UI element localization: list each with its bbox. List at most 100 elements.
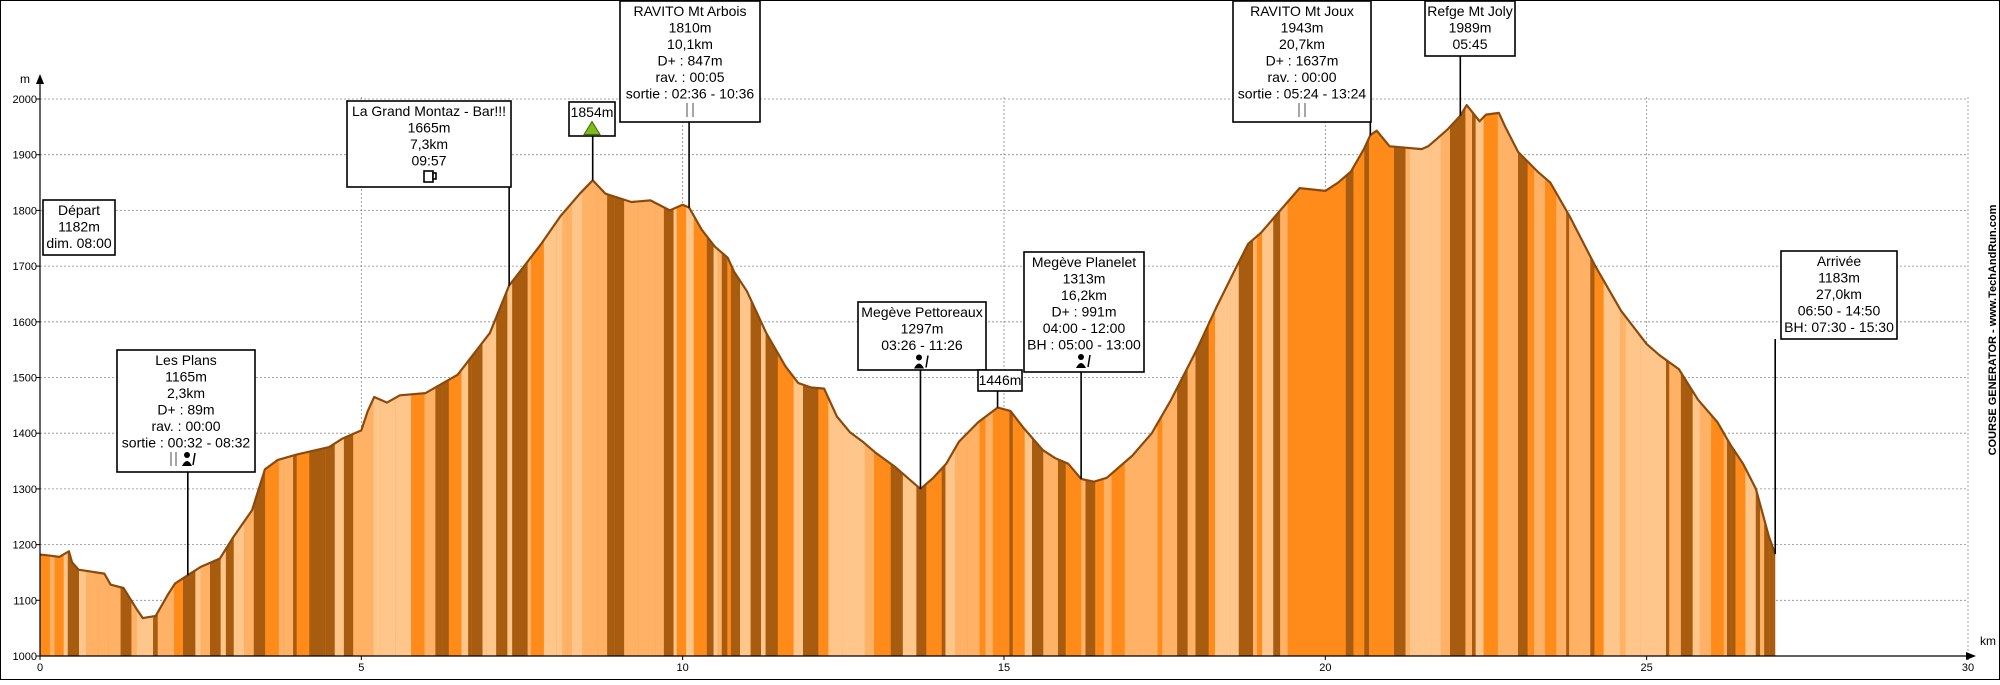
y-tick-label: 1800 — [13, 205, 37, 217]
profile-stripe — [1345, 105, 1354, 656]
waypoint-text: 2,3km — [167, 385, 205, 401]
x-tick-label: 20 — [1319, 662, 1331, 674]
profile-stripe — [1253, 105, 1258, 656]
summit-icon — [583, 120, 601, 135]
waypoint-text: 09:57 — [411, 153, 446, 169]
profile-stripe — [496, 105, 508, 656]
waypoint-text: 1313m — [1063, 271, 1106, 287]
profile-outline — [39, 104, 1777, 620]
waypoint-text: 1183m — [1818, 270, 1860, 286]
waypoint-summit-1854: 1854m — [568, 101, 616, 181]
profile-stripe — [1556, 105, 1567, 656]
x-tick-label: 30 — [1962, 662, 1974, 674]
waypoint-text: Départ — [58, 202, 100, 218]
waypoint-text: 1943m — [1281, 20, 1324, 36]
y-tick-label: 1300 — [13, 484, 37, 496]
profile-stripe — [1273, 105, 1281, 656]
profile-stripe — [1303, 105, 1318, 656]
y-tick-label: 1900 — [13, 150, 37, 162]
profile-stripe — [1187, 105, 1196, 656]
profile-stripe — [1364, 105, 1369, 656]
y-axis-label: m — [20, 72, 30, 86]
waypoint-text: 06:50 - 14:50 — [1798, 303, 1881, 319]
timing-body-icon — [182, 461, 192, 466]
profile-stripe — [740, 105, 751, 656]
profile-stripe — [482, 105, 487, 656]
profile-stripe — [1230, 105, 1239, 656]
waypoint-text: D+ : 991m — [1052, 304, 1117, 320]
profile-stripe — [638, 105, 644, 656]
profile-stripe — [571, 105, 583, 656]
waypoint-text: 04:00 - 12:00 — [1043, 320, 1126, 336]
waypoint-box — [857, 301, 987, 371]
profile-stripe — [1655, 105, 1666, 656]
waypoint-box — [1780, 250, 1898, 340]
profile-stripe — [527, 105, 531, 656]
waypoint-text: 1297m — [901, 321, 944, 337]
waypoint-text: BH : 05:00 - 13:00 — [1027, 337, 1141, 353]
profile-stripe — [727, 105, 731, 656]
waypoint-box — [1232, 0, 1372, 123]
waypoint-text: Megève Pettoreaux — [861, 304, 982, 320]
profile-stripe — [486, 105, 497, 656]
x-tick-label: 5 — [358, 662, 364, 674]
timing-flag-icon — [925, 355, 929, 368]
profile-stripe — [1287, 105, 1304, 656]
x-tick-label: 25 — [1641, 662, 1653, 674]
profile-stripe — [663, 105, 674, 656]
waypoint-text: 27,0km — [1816, 286, 1862, 302]
profile-stripe — [1545, 105, 1557, 656]
profile-stripe — [1566, 105, 1570, 656]
timing-body-icon — [914, 363, 924, 369]
profile-stripe — [582, 105, 598, 656]
profile-stripe — [693, 105, 707, 656]
profile-stripe — [556, 105, 563, 656]
y-tick-label: 1600 — [13, 317, 37, 329]
waypoint-box — [1023, 251, 1145, 373]
profile-stripe — [1518, 105, 1528, 656]
profile-stripe — [1262, 105, 1274, 656]
profile-stripe — [1177, 105, 1188, 656]
profile-stripe — [730, 105, 741, 656]
waypoint-text: dim. 08:00 — [46, 235, 112, 251]
profile-stripe — [750, 105, 761, 656]
timing-flag-icon — [192, 452, 196, 466]
timing-person-icon — [184, 452, 190, 458]
profile-stripe — [1666, 105, 1670, 656]
profile-stripe — [1669, 105, 1681, 656]
waypoint-text: 20,7km — [1279, 36, 1325, 52]
waypoint-text: 16,2km — [1061, 287, 1107, 303]
waypoint-text: 10,1km — [667, 36, 713, 52]
profile-stripe — [761, 105, 766, 656]
waypoint-text: rav. : 00:05 — [655, 69, 724, 85]
profile-stripe — [721, 105, 728, 656]
waypoint-text: D+ : 847m — [658, 53, 723, 69]
profile-stripe — [567, 105, 572, 656]
y-tick-label: 1500 — [13, 373, 37, 385]
waypoint-box — [619, 0, 761, 123]
profile-stripe — [614, 105, 618, 656]
profile-stripe — [1405, 105, 1410, 656]
profile-stripe — [1620, 105, 1626, 656]
profile-stripe — [1534, 105, 1546, 656]
beer-icon — [423, 170, 434, 183]
profile-stripe — [1497, 105, 1509, 656]
profile-stripe — [1472, 105, 1476, 656]
y-tick-label: 1700 — [13, 261, 37, 273]
profile-stripe — [607, 105, 615, 656]
waypoint-text: 1446m — [979, 372, 1022, 388]
profile-stripe — [1578, 105, 1591, 656]
profile-stripe — [471, 105, 483, 656]
profile-stripe — [1569, 105, 1579, 656]
waypoint-text: sortie : 00:32 - 08:32 — [122, 435, 251, 451]
profile-stripe — [1394, 105, 1406, 656]
waypoint-box — [42, 199, 116, 256]
waypoint-text: La Grand Montaz - Bar!!! — [352, 103, 506, 119]
